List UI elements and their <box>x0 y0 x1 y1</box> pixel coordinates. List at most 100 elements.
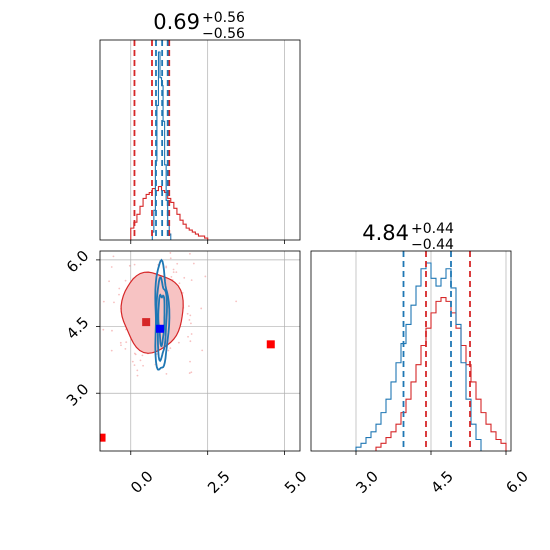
sample-point <box>189 252 191 255</box>
sample-point <box>165 265 168 268</box>
y-joint-tick-label: 4.5 <box>63 313 93 343</box>
sample-point <box>139 359 142 362</box>
sample-point <box>172 271 175 274</box>
frame-hist-param2 <box>310 250 512 452</box>
sample-point <box>142 364 144 367</box>
x-hist2-tick-label: 6.0 <box>502 467 532 497</box>
panel-hist-param2: 3.0 4.5 6.0 4.84 +0.44 −0.44 <box>310 221 532 497</box>
sample-point <box>183 276 186 279</box>
plot-area-hist-param1 <box>130 40 209 240</box>
sample-point <box>188 319 191 321</box>
sample-point <box>190 333 193 335</box>
sample-point <box>170 275 173 278</box>
title-hist-param1-value: 0.69 <box>153 10 200 34</box>
sample-point <box>235 300 238 303</box>
sample-point <box>190 371 193 374</box>
sample-point <box>107 235 109 237</box>
sample-point <box>176 262 179 265</box>
blue-contour-1 <box>155 276 168 363</box>
sample-point <box>175 271 178 273</box>
sample-point <box>190 279 193 282</box>
sample-point <box>187 335 189 338</box>
x-joint-tick-label: 5.0 <box>281 467 311 497</box>
panel-hist-param1: 0.69 +0.56 −0.56 <box>99 10 301 244</box>
title-hist-param2-value: 4.84 <box>362 221 409 245</box>
sample-point <box>112 255 115 258</box>
sample-point <box>108 280 110 283</box>
sample-point <box>189 340 192 343</box>
panel-joint-contour: 0.0 2.5 5.0 3.0 4.5 6.0 <box>63 225 311 497</box>
hist-step-series-0 <box>130 186 209 240</box>
sample-point <box>113 301 115 304</box>
sample-point <box>140 247 142 249</box>
frame-hist-param1 <box>99 39 301 241</box>
sample-point <box>136 374 139 377</box>
grid-hist-param1 <box>130 40 285 240</box>
frame-joint-contour <box>99 250 301 452</box>
sample-point <box>111 329 113 332</box>
sample-point <box>157 231 159 233</box>
sample-point <box>204 275 207 278</box>
hist-step-series-0 <box>375 296 507 451</box>
y-joint-tick-label: 3.0 <box>63 380 93 410</box>
sample-point <box>141 354 144 357</box>
title-hist-param2-upper: +0.44 <box>411 221 454 237</box>
plot-area-joint-contour <box>93 225 275 442</box>
title-hist-param2-lower: −0.44 <box>411 237 454 253</box>
title-hist-param1-upper: +0.56 <box>202 10 245 26</box>
sample-point <box>189 314 192 317</box>
grid-joint-contour <box>100 251 300 451</box>
sample-point <box>119 341 122 344</box>
title-hist-param1-lower: −0.56 <box>202 26 245 42</box>
marker-square-3 <box>142 318 151 327</box>
xticks-hist-param2: 3.0 4.5 6.0 <box>352 451 532 497</box>
sample-point <box>131 360 134 363</box>
grid-hist-param2 <box>355 251 507 451</box>
sample-point <box>165 372 168 375</box>
sample-point <box>140 225 142 227</box>
sample-point <box>102 300 105 303</box>
sample-point <box>118 287 121 290</box>
sample-point <box>169 252 172 254</box>
marker-square-1 <box>266 340 275 349</box>
marker-square-2 <box>156 324 164 333</box>
sample-point <box>186 312 189 315</box>
sample-point <box>134 353 137 356</box>
x-hist2-tick-label: 3.0 <box>352 467 382 497</box>
sample-point <box>110 349 113 352</box>
sample-point <box>136 369 139 372</box>
sample-point <box>93 401 95 403</box>
x-joint-tick-label: 2.5 <box>204 467 234 497</box>
sample-point <box>167 349 170 352</box>
blue-contour-2 <box>157 293 166 348</box>
sample-point <box>188 372 191 374</box>
sample-point <box>169 347 172 350</box>
hist-step-series-1 <box>355 262 482 451</box>
plot-area-hist-param2 <box>355 251 507 451</box>
sample-point <box>187 305 190 308</box>
sample-point <box>110 266 113 268</box>
sample-point <box>102 328 105 331</box>
sample-point <box>133 263 136 266</box>
sample-point <box>201 349 204 352</box>
marker-square-0 <box>100 433 106 442</box>
sample-point <box>178 282 181 285</box>
red-density-contour-3 <box>120 271 184 354</box>
sample-point <box>128 264 131 267</box>
sample-point <box>169 257 172 260</box>
sample-point <box>120 344 122 347</box>
sample-point <box>177 341 180 344</box>
sample-point <box>118 293 120 296</box>
sample-point <box>172 268 175 271</box>
sample-point <box>125 341 128 344</box>
sample-point <box>192 262 195 265</box>
y-joint-tick-label: 6.0 <box>63 247 93 277</box>
sample-point <box>189 360 191 363</box>
xticks-hist-param1 <box>130 240 286 244</box>
sample-point <box>124 279 127 282</box>
sample-point <box>124 347 127 350</box>
sample-point <box>200 307 203 310</box>
x-hist2-tick-label: 4.5 <box>427 467 457 497</box>
x-joint-tick-label: 0.0 <box>127 467 157 497</box>
